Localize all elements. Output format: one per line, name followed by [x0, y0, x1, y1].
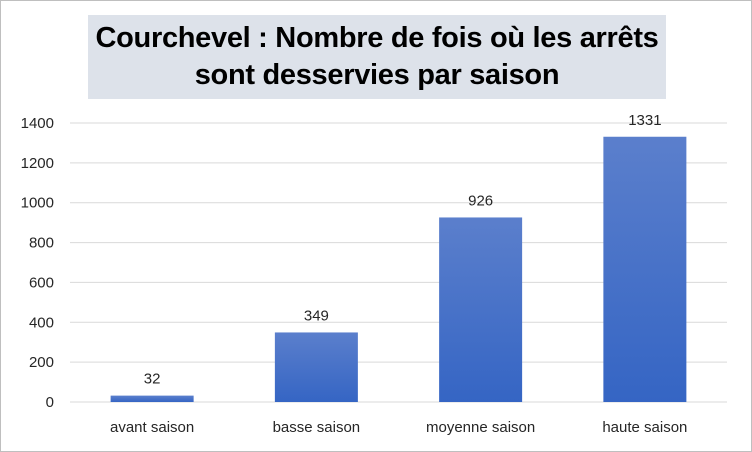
data-label: 349 [304, 307, 329, 324]
y-tick-label: 1200 [21, 155, 54, 172]
x-category-label: avant saison [110, 419, 194, 436]
y-tick-label: 0 [46, 394, 54, 411]
y-tick-label: 1000 [21, 195, 54, 212]
bar-moyenne-saison [439, 217, 523, 402]
data-label: 32 [144, 371, 161, 388]
x-category-label: haute saison [602, 419, 687, 436]
data-label: 926 [468, 192, 493, 209]
y-tick-label: 800 [29, 235, 54, 252]
bar-haute-saison [603, 136, 687, 402]
y-tick-label: 600 [29, 274, 54, 291]
bar-basse-saison [274, 332, 358, 402]
data-label: 1331 [628, 112, 661, 129]
x-category-label: basse saison [273, 419, 361, 436]
x-category-label: moyenne saison [426, 419, 535, 436]
y-tick-label: 1400 [21, 115, 54, 132]
bar-layer [110, 136, 687, 402]
bar-avant-saison [110, 395, 194, 402]
chart-title: Courchevel : Nombre de fois où les arrêt… [95, 22, 659, 91]
y-tick-label: 200 [29, 354, 54, 371]
y-tick-label: 400 [29, 314, 54, 331]
label-layer: 0 200 400 600 800 1000 1200 1400 32 avant saison 3… [21, 112, 688, 436]
chart-title-box: Courchevel : Nombre de fois où les arrêt… [88, 15, 666, 99]
